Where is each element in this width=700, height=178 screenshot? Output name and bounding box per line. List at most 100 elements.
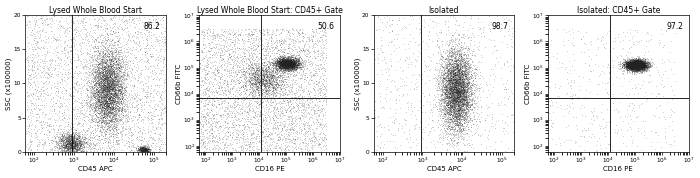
Point <box>276 63 287 66</box>
Point <box>250 122 261 125</box>
Point <box>445 91 456 94</box>
Point <box>276 61 288 64</box>
Point <box>624 60 635 62</box>
Point <box>624 67 635 69</box>
Point <box>277 80 288 83</box>
Point <box>119 70 130 73</box>
Point <box>113 88 124 91</box>
Point <box>241 144 253 146</box>
Point <box>451 98 462 101</box>
Point <box>290 57 301 60</box>
Point <box>634 65 645 68</box>
Point <box>71 19 83 21</box>
Point <box>27 114 38 117</box>
Point <box>95 63 106 66</box>
Point <box>631 66 643 69</box>
Point <box>596 35 608 37</box>
Point <box>40 18 51 21</box>
Point <box>624 61 635 64</box>
Point <box>298 66 309 69</box>
Point <box>267 87 278 90</box>
Point <box>256 90 267 93</box>
Point <box>630 60 641 63</box>
Point <box>135 97 146 100</box>
Point <box>67 129 78 132</box>
Point <box>454 122 466 125</box>
Point <box>255 77 266 79</box>
Point <box>639 67 650 70</box>
Point <box>99 92 110 95</box>
Point <box>286 61 297 64</box>
Point <box>199 104 211 107</box>
Point <box>458 74 469 77</box>
Point <box>258 76 270 79</box>
Point <box>479 34 490 37</box>
Point <box>92 97 103 100</box>
Point <box>89 92 100 95</box>
Point <box>113 80 124 83</box>
Point <box>626 61 637 64</box>
Point <box>85 93 97 96</box>
Point <box>455 74 466 77</box>
Point <box>113 87 125 90</box>
Point <box>632 64 643 67</box>
Point <box>100 76 111 79</box>
Point <box>201 114 212 116</box>
Point <box>104 113 115 116</box>
Point <box>69 146 80 149</box>
Point <box>66 143 78 145</box>
Point <box>90 120 101 123</box>
Point <box>626 60 638 63</box>
Point <box>107 149 118 152</box>
Point <box>279 57 290 60</box>
Point <box>442 77 453 79</box>
Point <box>631 64 643 67</box>
Point <box>139 146 150 149</box>
Point <box>456 85 467 88</box>
Point <box>107 50 118 53</box>
Point <box>64 143 76 146</box>
Point <box>463 62 474 65</box>
Point <box>626 64 637 67</box>
Point <box>633 58 644 61</box>
Point <box>442 74 453 77</box>
Point <box>624 66 636 69</box>
Point <box>140 148 151 151</box>
Point <box>630 63 641 66</box>
Point <box>105 100 116 102</box>
Point <box>436 97 447 100</box>
Point <box>626 72 638 75</box>
Point <box>304 127 315 129</box>
Point <box>468 92 479 95</box>
Point <box>629 60 640 63</box>
Point <box>267 75 278 78</box>
Point <box>450 74 461 77</box>
Point <box>447 89 458 92</box>
Point <box>104 94 116 97</box>
Point <box>122 32 134 35</box>
Point <box>626 62 637 65</box>
Point <box>444 85 456 88</box>
Point <box>156 147 167 150</box>
Point <box>634 59 645 62</box>
Point <box>640 67 652 70</box>
Point <box>22 91 33 94</box>
Point <box>445 106 456 109</box>
Point <box>97 127 108 130</box>
Point <box>447 93 458 96</box>
Point <box>144 65 155 68</box>
Point <box>452 75 463 78</box>
Point <box>87 62 98 65</box>
Point <box>443 79 454 82</box>
Point <box>279 63 290 66</box>
Point <box>453 78 464 81</box>
Point <box>451 132 462 135</box>
Point <box>97 70 108 73</box>
Point <box>95 96 106 99</box>
Point <box>97 56 108 59</box>
Point <box>441 86 452 88</box>
Point <box>56 15 67 18</box>
Point <box>438 90 449 93</box>
Point <box>266 83 277 86</box>
Point <box>62 147 74 150</box>
